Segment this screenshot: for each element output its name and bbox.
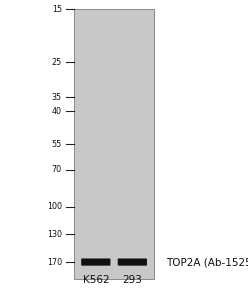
Text: 35: 35 [52,93,62,102]
Text: TOP2A (Ab-1525): TOP2A (Ab-1525) [166,257,248,267]
Text: 293: 293 [123,275,142,285]
Text: 15: 15 [52,4,62,14]
Text: 170: 170 [47,258,62,267]
Text: 25: 25 [52,58,62,67]
Text: 130: 130 [47,230,62,238]
Text: 70: 70 [52,165,62,174]
Text: 100: 100 [47,202,62,211]
Text: 40: 40 [52,107,62,116]
Text: 55: 55 [52,140,62,149]
Text: K562: K562 [83,275,109,285]
